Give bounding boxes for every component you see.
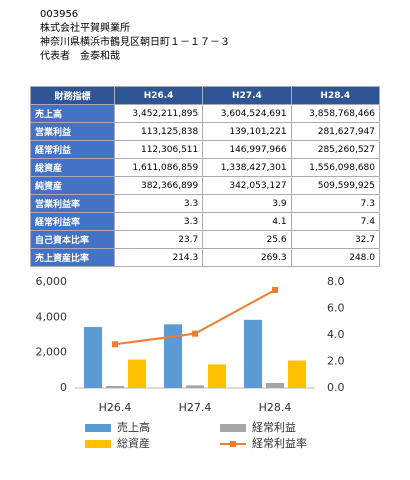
table-row: 売上高 3,452,211,895 3,604,524,691 3,858,768,4…	[30, 104, 381, 123]
cell-value: 4.1	[202, 212, 292, 231]
cell-value: 139,101,221	[202, 122, 292, 141]
cell-value: 214.3	[113, 248, 204, 267]
y-tick-label: 4,000	[36, 310, 68, 323]
table-row: 営業利益 113,125,838 139,101,221 281,627,947	[30, 122, 381, 141]
column-header: 財務指標	[30, 86, 115, 105]
cell-value: 3,452,211,895	[113, 104, 204, 123]
legend-label: 売上高	[117, 420, 150, 434]
x-tick-label: H27.4	[179, 401, 212, 414]
row-label: 純資産	[30, 176, 115, 195]
financial-table: 財務指標 H26.4 H27.4 H28.4 売上高 3,452,211,895 3,604…	[30, 86, 381, 267]
cell-value: 248.0	[290, 248, 381, 267]
row-label: 営業利益率	[30, 194, 115, 213]
y-tick-label: 2,000	[36, 346, 68, 359]
row-label: 経常利益	[30, 140, 115, 159]
code: 003956	[40, 9, 79, 20]
cell-value: 7.3	[290, 194, 381, 213]
cell-value: 509,599,925	[290, 176, 381, 195]
row-label: 営業利益	[30, 122, 115, 141]
legend-swatch	[220, 424, 246, 432]
cell-value: 3.9	[202, 194, 292, 213]
line-marker	[272, 286, 278, 293]
bar	[164, 324, 182, 388]
x-tick-label: H26.4	[99, 401, 132, 414]
cell-value: 3.3	[113, 212, 204, 231]
legend-swatch	[85, 440, 111, 448]
cell-value: 23.7	[113, 230, 204, 249]
cell-value: 3,858,768,466	[290, 104, 381, 123]
cell-value: 281,627,947	[290, 122, 381, 141]
y-tick-label: 6,000	[36, 275, 68, 288]
legend-marker	[230, 441, 236, 447]
y2-tick-label: 0.0	[327, 381, 345, 394]
row-label: 総資産	[30, 158, 115, 177]
table-row: 総資産 1,611,086,859 1,338,427,301 1,556,098,6…	[30, 158, 381, 177]
line-marker	[112, 341, 118, 348]
table-row: 経常利益 112,306,511 146,997,966 285,260,527	[30, 140, 381, 159]
cell-value: 1,338,427,301	[202, 158, 292, 177]
cell-value: 1,556,098,680	[290, 158, 381, 177]
bar	[106, 386, 124, 388]
cell-value: 32.7	[290, 230, 381, 249]
column-header: H28.4	[290, 86, 381, 105]
table-row: 売上資産比率 214.3 269.3 248.0	[30, 248, 381, 267]
bar	[244, 319, 262, 388]
y-tick-label: 0	[60, 381, 67, 394]
cell-value: 382,366,899	[113, 176, 204, 195]
header-row: 財務指標 H26.4 H27.4 H28.4	[30, 86, 381, 105]
table-row: 純資産 382,366,899 342,053,127 509,599,925	[30, 176, 381, 195]
cell-value: 113,125,838	[113, 122, 204, 141]
column-header: H27.4	[202, 86, 292, 105]
bar	[84, 327, 102, 388]
column-header: H26.4	[113, 86, 204, 105]
legend-label: 総資産	[117, 436, 150, 450]
cell-value: 7.4	[290, 212, 381, 231]
y2-tick-label: 4.0	[327, 328, 345, 341]
cell-value: 25.6	[202, 230, 292, 249]
table-row: 経常利益率 3.3 4.1 7.4	[30, 212, 381, 231]
line-marker	[192, 330, 198, 337]
cell-value: 1,611,086,859	[113, 158, 204, 177]
cell-value: 3.3	[113, 194, 204, 213]
x-tick-label: H28.4	[259, 401, 292, 414]
y2-tick-label: 8.0	[327, 275, 345, 288]
legend-label: 経常利益	[252, 420, 296, 434]
cell-value: 146,997,966	[202, 140, 292, 159]
bar	[288, 360, 306, 388]
y2-tick-label: 6.0	[327, 302, 345, 315]
cell-value: 3,604,524,691	[202, 104, 292, 123]
cell-value: 285,260,527	[290, 140, 381, 159]
bar	[186, 385, 204, 388]
representative: 代表者 金泰和哉	[40, 51, 120, 62]
legend-label: 経常利益率	[252, 436, 307, 450]
bar	[266, 382, 284, 388]
row-label: 経常利益率	[30, 212, 115, 231]
table-row: 営業利益率 3.3 3.9 7.3	[30, 194, 381, 213]
legend-swatch	[85, 424, 111, 432]
bar	[208, 364, 226, 388]
row-label: 売上高	[30, 104, 115, 123]
cell-value: 269.3	[202, 248, 292, 267]
cell-value: 112,306,511	[113, 140, 204, 159]
row-label: 売上資産比率	[30, 248, 115, 267]
table-row: 自己資本比率 23.7 25.6 32.7	[30, 230, 381, 249]
address: 神奈川県横浜市鶴見区朝日町１－１７－３	[40, 37, 230, 48]
header: 003956 株式会社平賀興業所 神奈川県横浜市鶴見区朝日町１－１７－３ 代表者…	[40, 8, 230, 64]
company: 株式会社平賀興業所	[40, 23, 130, 34]
bar	[128, 359, 146, 388]
chart: 0 2,000 4,000 6,000 0.0 2.0 4.0 6.0 8.0 H26.4 H27.…	[36, 275, 345, 450]
cell-value: 342,053,127	[202, 176, 292, 195]
y2-tick-label: 2.0	[327, 355, 345, 368]
row-label: 自己資本比率	[30, 230, 115, 249]
